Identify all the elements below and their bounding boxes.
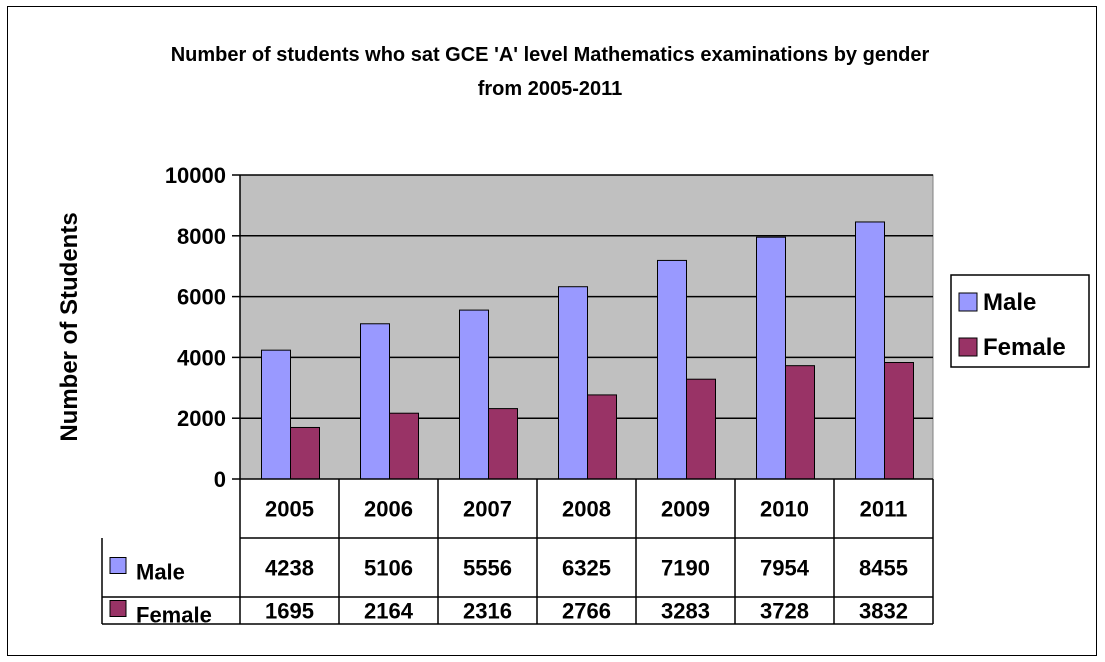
category-label: 2010 bbox=[760, 497, 809, 522]
bar-male bbox=[459, 309, 489, 480]
legend-label: Female bbox=[983, 334, 1066, 361]
bar-female bbox=[587, 394, 617, 480]
y-tick-label: 0 bbox=[214, 467, 226, 492]
legend-key-female bbox=[958, 337, 978, 357]
table-value: 2164 bbox=[364, 599, 414, 624]
legend-key-male bbox=[958, 292, 978, 312]
table-value: 7954 bbox=[760, 556, 810, 581]
table-series-name: Male bbox=[136, 560, 185, 585]
bar-female bbox=[884, 362, 914, 480]
category-label: 2006 bbox=[364, 497, 413, 522]
table-value: 3832 bbox=[859, 599, 908, 624]
table-value: 2316 bbox=[463, 599, 512, 624]
category-label: 2008 bbox=[562, 497, 611, 522]
category-label: 2011 bbox=[860, 497, 908, 522]
table-value: 5556 bbox=[463, 556, 512, 581]
table-value: 4238 bbox=[265, 556, 314, 581]
bar-female bbox=[785, 365, 815, 480]
table-value: 1695 bbox=[265, 599, 314, 624]
category-label: 2009 bbox=[661, 497, 710, 522]
bar-female bbox=[389, 412, 419, 480]
table-legend-key bbox=[109, 600, 127, 617]
bar-male bbox=[360, 323, 390, 480]
table-value: 6325 bbox=[562, 556, 611, 581]
bar-male bbox=[855, 221, 885, 480]
y-tick-label: 6000 bbox=[177, 285, 226, 310]
bar-female bbox=[488, 408, 518, 480]
category-label: 2007 bbox=[463, 497, 512, 522]
table-legend-key bbox=[109, 557, 127, 574]
legend-label: Male bbox=[983, 289, 1036, 316]
y-tick-label: 4000 bbox=[177, 345, 226, 370]
chart-title: Number of students who sat GCE 'A' level… bbox=[170, 44, 930, 100]
bar-female bbox=[686, 378, 716, 480]
category-label: 2005 bbox=[265, 497, 314, 522]
table-value: 3283 bbox=[661, 599, 710, 624]
table-value: 3728 bbox=[760, 599, 809, 624]
bar-male bbox=[261, 349, 291, 480]
y-tick-label: 2000 bbox=[177, 406, 226, 431]
table-value: 5106 bbox=[364, 556, 413, 581]
bar-male bbox=[657, 259, 687, 480]
table-value: 7190 bbox=[661, 556, 710, 581]
bar-male bbox=[558, 286, 588, 480]
table-value: 2766 bbox=[562, 599, 611, 624]
table-value: 8455 bbox=[859, 556, 908, 581]
y-tick-label: 8000 bbox=[177, 224, 226, 249]
bar-female bbox=[290, 426, 320, 480]
bar-male bbox=[756, 236, 786, 480]
table-series-name: Female bbox=[136, 603, 212, 628]
y-tick-label: 10000 bbox=[165, 163, 226, 188]
